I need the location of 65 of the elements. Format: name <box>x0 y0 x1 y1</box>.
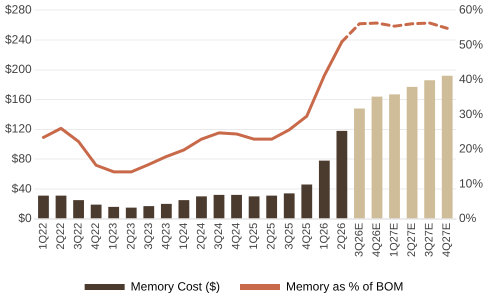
bar <box>56 196 66 218</box>
y2-tick-label: 0% <box>458 211 477 226</box>
y-tick-label: $240 <box>4 32 32 46</box>
x-tick-label: 1Q27E <box>388 222 401 258</box>
y2-tick-label: 30% <box>458 106 484 121</box>
x-tick-label: 2Q27E <box>406 222 418 258</box>
y-tick-label: $280 <box>4 2 32 17</box>
bar <box>214 194 224 218</box>
y2-tick-label: 50% <box>458 37 484 52</box>
bar <box>196 196 207 218</box>
x-tick-label: 1Q25 <box>248 222 260 250</box>
x-tick-label: 4Q26E <box>371 222 384 258</box>
x-tick-label: 2Q22 <box>55 222 68 250</box>
x-tick-label: 4Q23 <box>160 222 172 250</box>
bar <box>90 204 102 218</box>
y-tick-label: $160 <box>4 92 32 106</box>
bar <box>336 130 348 218</box>
x-tick-label: 3Q23 <box>142 222 155 250</box>
x-tick-label: 2Q23 <box>125 222 138 250</box>
x-tick-label: 2Q26 <box>336 222 348 250</box>
y2-tick-label: 20% <box>458 142 484 156</box>
bar <box>442 76 453 218</box>
bar <box>266 196 278 218</box>
bar <box>38 196 49 218</box>
x-tick-label: 3Q27E <box>424 222 436 258</box>
bar <box>424 80 436 218</box>
bar <box>301 184 312 218</box>
x-tick-label: 4Q27E <box>441 222 454 258</box>
x-tick-label: 1Q26 <box>318 222 330 250</box>
x-tick-label: 4Q24 <box>230 222 243 250</box>
bar <box>406 86 418 218</box>
bar <box>318 160 330 218</box>
x-tick-label: 3Q26E <box>353 222 366 258</box>
x-tick-label: 1Q22 <box>38 222 50 250</box>
x-tick-label: 4Q25 <box>300 222 313 250</box>
bar <box>284 193 295 218</box>
bar <box>231 194 242 218</box>
y-tick-label: $120 <box>4 122 32 136</box>
bar <box>372 96 382 218</box>
bar <box>389 94 400 218</box>
x-tick-label: 3Q25 <box>283 222 296 250</box>
x-tick-label: 3Q24 <box>213 222 226 250</box>
bar <box>73 200 84 218</box>
legend-label: Memory as % of BOM <box>286 279 404 294</box>
legend-label: Memory Cost ($) <box>130 279 220 294</box>
bar <box>178 200 190 218</box>
x-tick-label: 4Q22 <box>90 222 102 250</box>
y-tick-label: $200 <box>4 62 32 76</box>
bar <box>354 108 365 218</box>
x-tick-label: 2Q25 <box>266 222 278 250</box>
y-tick-label: $0 <box>18 211 32 226</box>
bar <box>248 196 260 218</box>
y2-tick-label: 10% <box>458 176 484 190</box>
x-tick-label: 2Q24 <box>195 222 208 250</box>
x-tick-label: 1Q24 <box>178 222 190 250</box>
bar <box>160 204 172 218</box>
y2-tick-label: 40% <box>458 72 484 86</box>
x-tick-label: 3Q22 <box>72 222 85 250</box>
y-tick-label: $40 <box>12 181 32 196</box>
y-tick-label: $80 <box>12 151 32 166</box>
bar <box>108 206 120 218</box>
bar <box>143 206 154 218</box>
bar <box>126 208 137 218</box>
x-tick-label: 1Q23 <box>108 222 120 250</box>
y2-tick-label: 60% <box>458 2 484 17</box>
